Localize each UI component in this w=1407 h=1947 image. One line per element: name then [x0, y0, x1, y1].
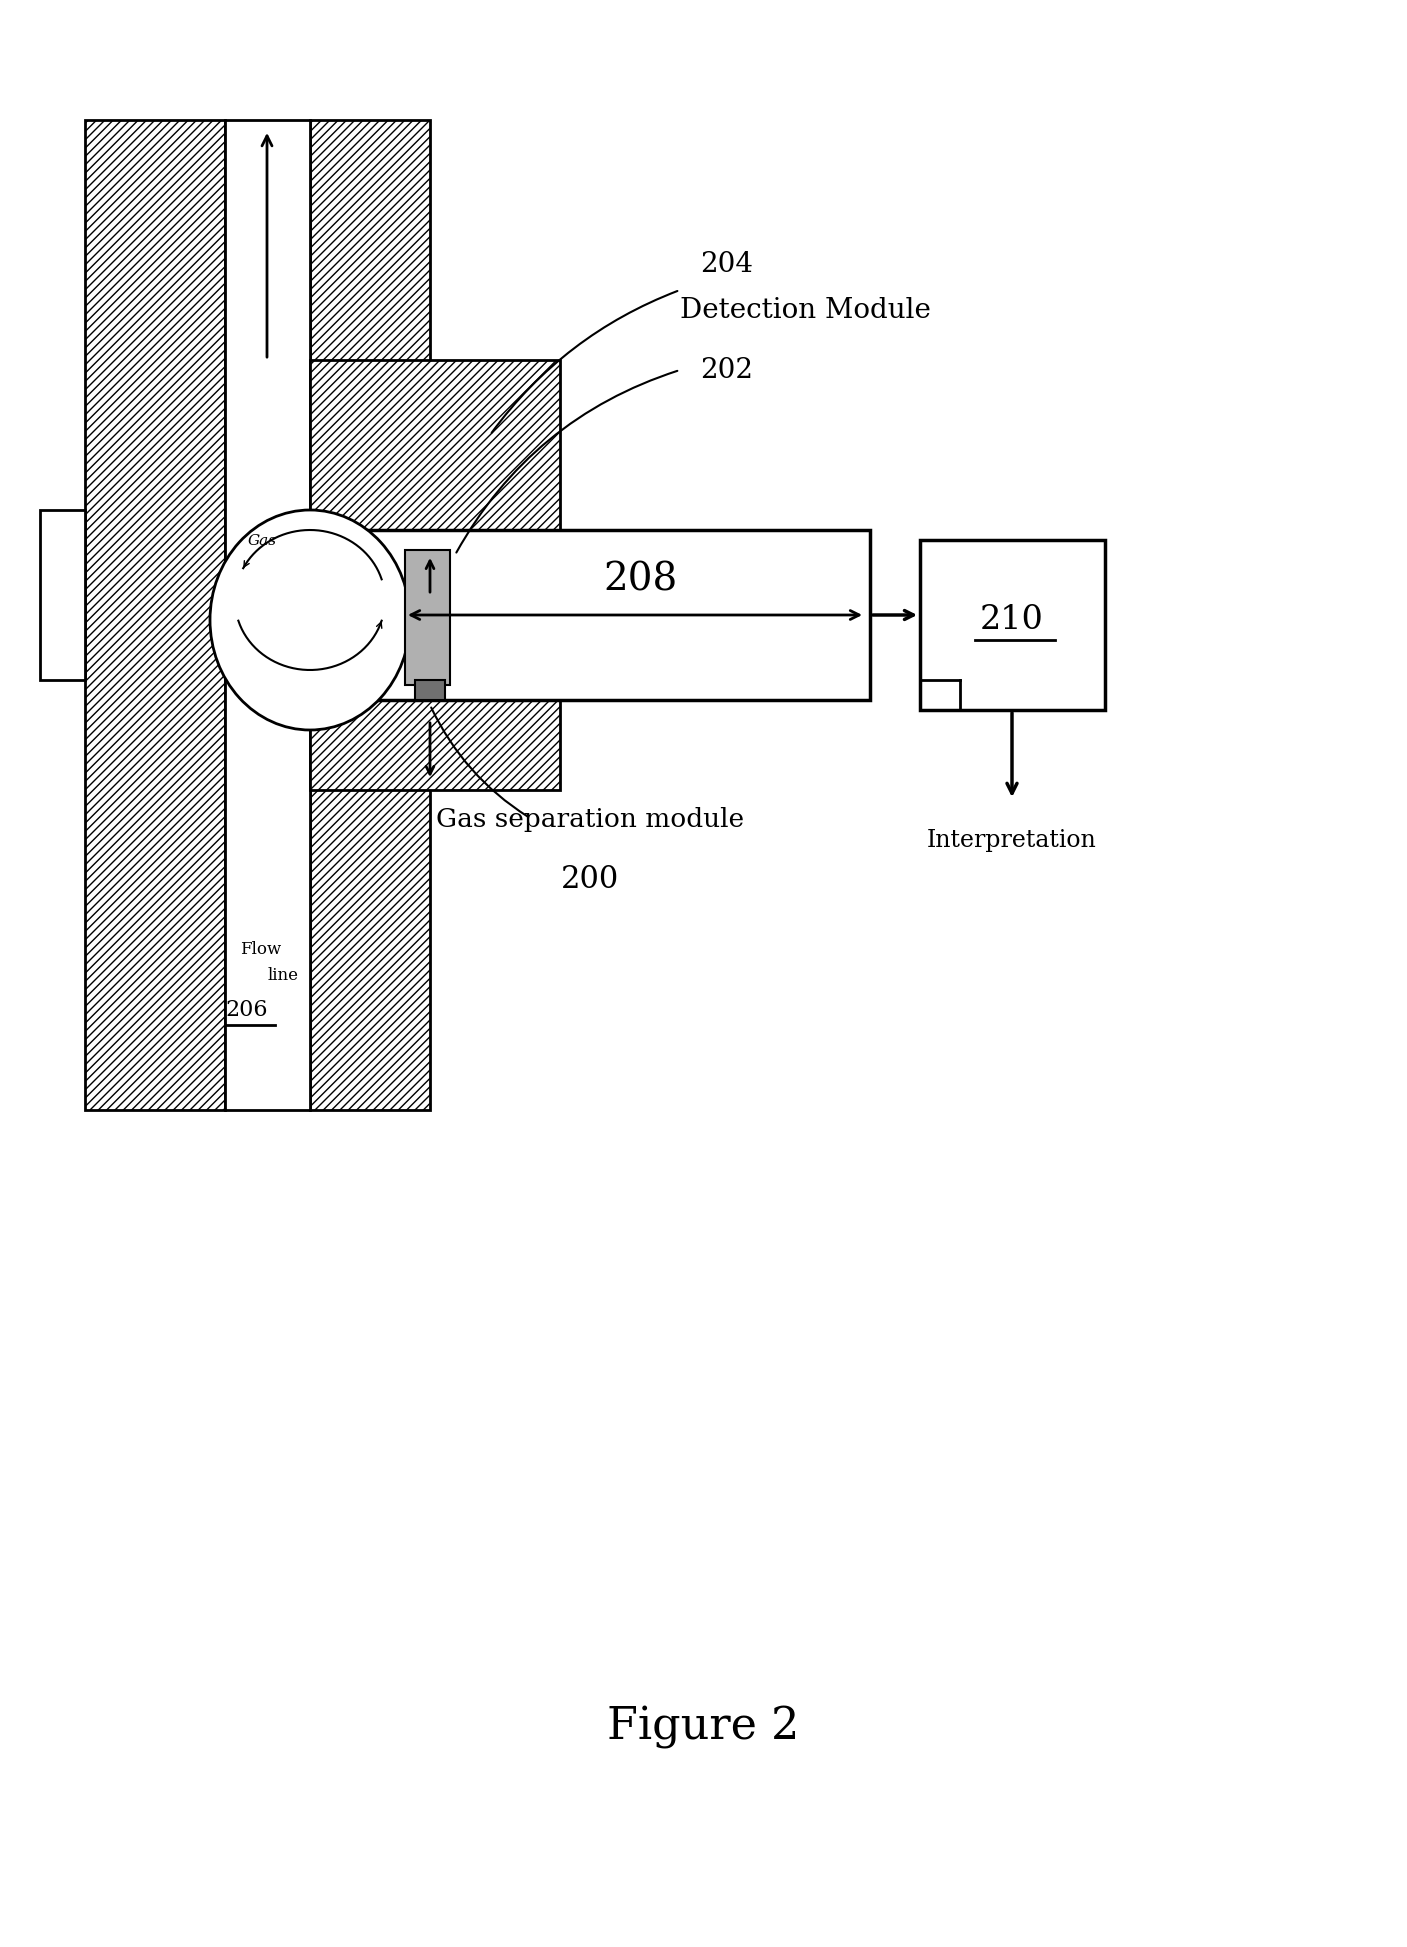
- Text: 204: 204: [701, 251, 753, 278]
- Text: 208: 208: [602, 561, 677, 598]
- Text: 206: 206: [225, 999, 267, 1020]
- Text: Interpretation: Interpretation: [927, 829, 1097, 851]
- Text: 210: 210: [981, 604, 1044, 637]
- Bar: [225, 121, 310, 1110]
- Text: Flow: Flow: [241, 942, 281, 958]
- Text: 200: 200: [561, 864, 619, 896]
- Bar: [310, 360, 560, 530]
- Bar: [310, 701, 560, 790]
- Bar: [84, 121, 225, 1110]
- Text: Figure 2: Figure 2: [606, 1706, 799, 1748]
- Text: Gas: Gas: [248, 533, 277, 547]
- Text: 202: 202: [701, 356, 753, 384]
- Bar: [405, 549, 450, 685]
- Bar: [920, 539, 1104, 711]
- Text: line: line: [267, 966, 300, 983]
- Ellipse shape: [210, 510, 409, 730]
- Bar: [39, 510, 84, 680]
- Text: Gas separation module: Gas separation module: [436, 808, 744, 833]
- Bar: [310, 121, 431, 1110]
- Bar: [415, 680, 445, 701]
- Text: Detection Module: Detection Module: [680, 296, 931, 323]
- Bar: [310, 530, 870, 701]
